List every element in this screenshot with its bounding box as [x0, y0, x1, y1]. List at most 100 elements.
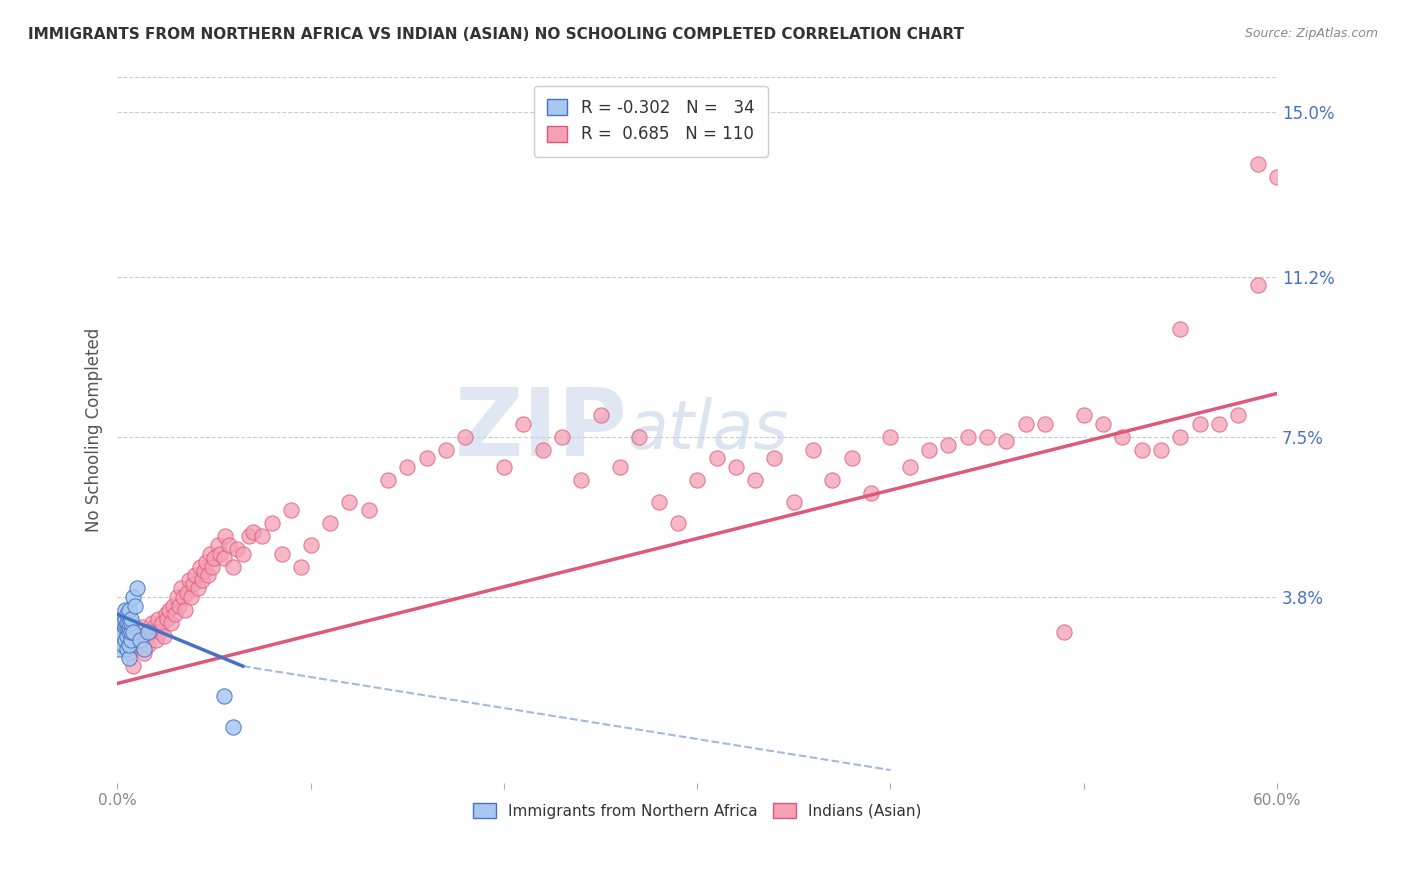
- Point: [110, 629, 132, 643]
- Point: [415, 451, 437, 466]
- Point: [280, 503, 302, 517]
- Text: atlas: atlas: [627, 397, 789, 463]
- Point: [207, 538, 229, 552]
- Point: [706, 451, 728, 466]
- Point: [183, 568, 205, 582]
- Point: [938, 438, 960, 452]
- Point: [111, 611, 134, 625]
- Point: [1170, 430, 1192, 444]
- Legend: Immigrants from Northern Africa, Indians (Asian): Immigrants from Northern Africa, Indians…: [467, 797, 928, 825]
- Point: [156, 611, 179, 625]
- Point: [120, 633, 142, 648]
- Point: [1015, 417, 1038, 431]
- Point: [134, 641, 156, 656]
- Point: [129, 633, 152, 648]
- Point: [1130, 442, 1153, 457]
- Point: [232, 547, 254, 561]
- Point: [166, 590, 188, 604]
- Point: [628, 430, 651, 444]
- Point: [841, 451, 863, 466]
- Point: [377, 473, 399, 487]
- Y-axis label: No Schooling Completed: No Schooling Completed: [86, 328, 103, 533]
- Point: [157, 603, 180, 617]
- Point: [918, 442, 941, 457]
- Point: [1111, 430, 1133, 444]
- Point: [686, 473, 709, 487]
- Point: [173, 603, 195, 617]
- Point: [1150, 442, 1173, 457]
- Point: [202, 550, 225, 565]
- Point: [120, 615, 142, 630]
- Point: [160, 615, 183, 630]
- Point: [212, 550, 235, 565]
- Point: [270, 547, 292, 561]
- Point: [357, 503, 380, 517]
- Point: [114, 620, 136, 634]
- Point: [1208, 417, 1230, 431]
- Text: ZIP: ZIP: [454, 384, 627, 476]
- Point: [176, 585, 198, 599]
- Point: [127, 624, 149, 639]
- Point: [396, 460, 419, 475]
- Point: [111, 638, 134, 652]
- Point: [121, 590, 143, 604]
- Point: [290, 559, 312, 574]
- Point: [188, 559, 211, 574]
- Point: [118, 624, 141, 639]
- Point: [609, 460, 631, 475]
- Point: [1053, 624, 1076, 639]
- Point: [124, 633, 146, 648]
- Point: [118, 620, 141, 634]
- Point: [222, 559, 245, 574]
- Point: [114, 611, 136, 625]
- Point: [162, 599, 184, 613]
- Point: [146, 611, 169, 625]
- Point: [1188, 417, 1211, 431]
- Point: [108, 641, 131, 656]
- Point: [260, 516, 283, 531]
- Point: [250, 529, 273, 543]
- Point: [201, 559, 224, 574]
- Point: [191, 573, 214, 587]
- Point: [744, 473, 766, 487]
- Point: [1247, 278, 1270, 293]
- Point: [124, 599, 146, 613]
- Point: [783, 494, 806, 508]
- Point: [208, 547, 231, 561]
- Point: [118, 638, 141, 652]
- Point: [118, 615, 141, 630]
- Point: [125, 638, 148, 652]
- Point: [141, 615, 163, 630]
- Point: [115, 607, 138, 622]
- Point: [193, 564, 215, 578]
- Point: [155, 607, 177, 622]
- Point: [115, 629, 138, 643]
- Point: [118, 650, 141, 665]
- Point: [214, 529, 236, 543]
- Point: [120, 611, 142, 625]
- Point: [212, 690, 235, 704]
- Point: [111, 615, 134, 630]
- Point: [149, 624, 172, 639]
- Point: [115, 615, 138, 630]
- Point: [976, 430, 998, 444]
- Point: [995, 434, 1018, 448]
- Point: [222, 720, 245, 734]
- Point: [898, 460, 921, 475]
- Point: [142, 620, 165, 634]
- Point: [180, 590, 202, 604]
- Point: [198, 547, 221, 561]
- Point: [218, 538, 240, 552]
- Point: [956, 430, 979, 444]
- Point: [860, 486, 883, 500]
- Point: [172, 590, 194, 604]
- Point: [551, 430, 574, 444]
- Point: [647, 494, 669, 508]
- Point: [150, 615, 173, 630]
- Point: [118, 603, 141, 617]
- Point: [167, 599, 190, 613]
- Point: [125, 581, 148, 595]
- Text: Source: ZipAtlas.com: Source: ZipAtlas.com: [1244, 27, 1378, 40]
- Point: [238, 529, 260, 543]
- Point: [1092, 417, 1115, 431]
